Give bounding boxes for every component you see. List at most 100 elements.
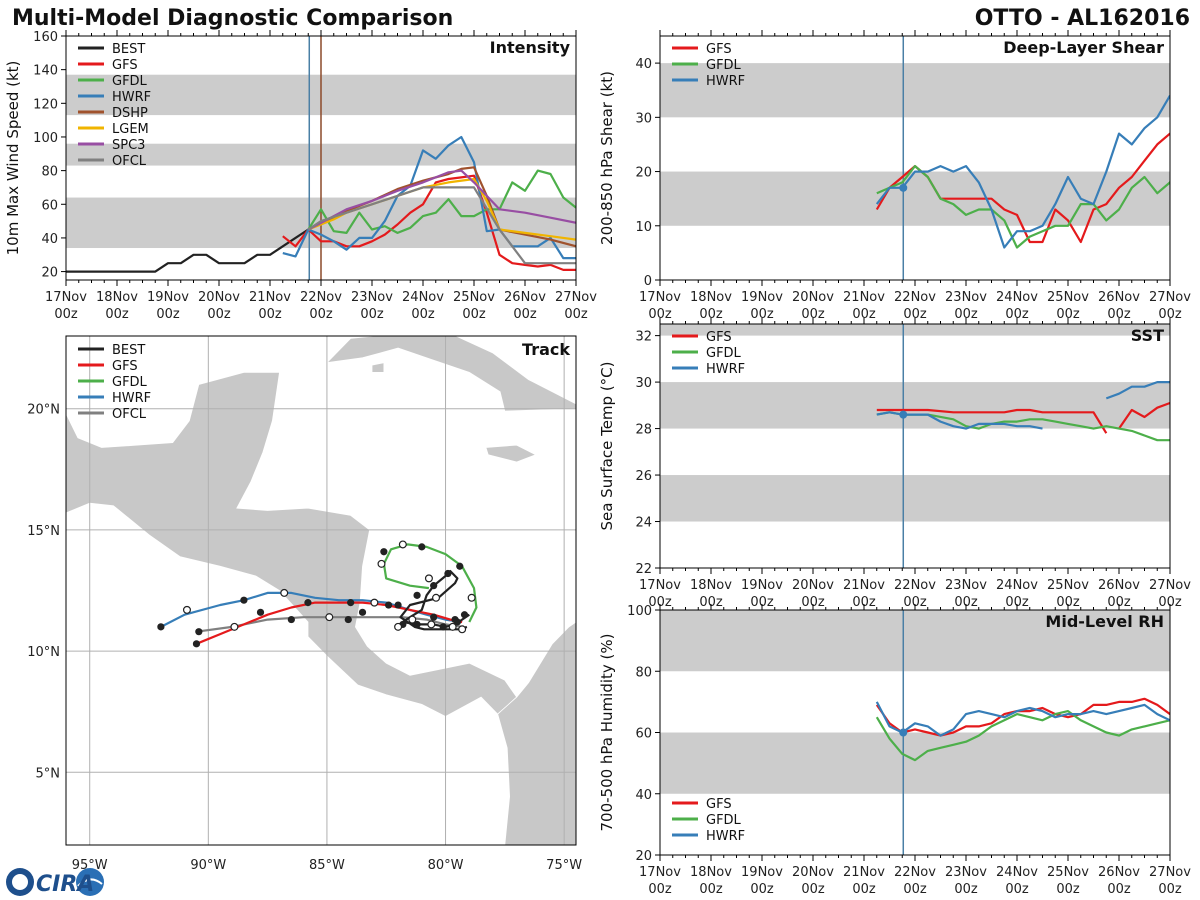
x-tick-label: 00z [699, 307, 723, 322]
x-tick-label: 23Nov [945, 578, 987, 593]
threshold-band [660, 610, 1170, 672]
x-tick-label: 26Nov [1098, 865, 1140, 880]
land-mass [325, 336, 576, 412]
track-marker-open [370, 598, 379, 607]
x-tick-label: 00z [648, 307, 672, 322]
series-line-gfs [875, 697, 1170, 737]
legend-label-hwrf: HWRF [706, 829, 745, 844]
rh-panel: 20 40 60 80 100 17Nov 00z 18Nov 00z 19Nov 00z 20Nov… [598, 604, 1191, 897]
track-marker-filled [240, 596, 248, 604]
lat-tick-label: 10°N [27, 645, 60, 660]
sst-panel: 22 24 26 28 30 32 17Nov 00z 18Nov 00z 19Nov 00z 20No… [598, 318, 1191, 610]
x-tick-label: 00z [258, 307, 282, 322]
legend-label-ofcl: OFCL [112, 407, 147, 422]
x-tick-label: 00z [1107, 307, 1131, 322]
x-tick-label: 00z [954, 307, 978, 322]
track-marker-filled [344, 615, 352, 624]
x-tick-label: 00z [750, 307, 774, 322]
x-tick-label: 22Nov [894, 865, 936, 880]
x-tick-label: 26Nov [504, 290, 546, 305]
series-line-gfs [1118, 401, 1170, 430]
track-marker-open [432, 593, 441, 602]
x-tick-label: 25Nov [453, 290, 495, 305]
x-tick-label: 00z [903, 595, 927, 610]
y-tick-label: 24 [635, 516, 652, 531]
track-marker-filled [304, 599, 312, 607]
x-tick-label: 27Nov [1149, 290, 1191, 305]
y-tick-label: 28 [635, 423, 652, 438]
x-tick-label: 22Nov [894, 578, 936, 593]
track-marker-filled [413, 591, 421, 599]
track-marker-filled [385, 601, 393, 609]
x-tick-label: 26Nov [1098, 578, 1140, 593]
lat-tick-label: 20°N [27, 403, 60, 418]
land-mass [66, 372, 518, 717]
panel-title: Track [522, 340, 570, 359]
track-marker-open [325, 613, 334, 622]
x-tick-label: 24Nov [996, 290, 1038, 305]
x-tick-label: 00z [1158, 882, 1182, 897]
x-tick-label: 24Nov [996, 865, 1038, 880]
track-marker-filled [430, 582, 438, 590]
track-marker-filled [394, 601, 402, 609]
x-tick-label: 26Nov [1098, 290, 1140, 305]
x-tick-label: 00z [648, 882, 672, 897]
x-tick-label: 17Nov [639, 865, 681, 880]
x-tick-label: 25Nov [1047, 290, 1089, 305]
y-tick-label: 40 [635, 57, 652, 72]
track-marker-filled [456, 562, 464, 570]
track-line-gfdl [382, 543, 478, 623]
x-tick-label: 00z [54, 307, 78, 322]
legend-label-spc3: SPC3 [112, 138, 145, 153]
y-axis-label: 700-500 hPa Humidity (%) [598, 633, 616, 831]
x-tick-label: 00z [1005, 307, 1029, 322]
track-marker-open [427, 620, 436, 629]
x-tick-label: 00z [801, 882, 825, 897]
y-tick-label: 160 [33, 30, 58, 45]
series-line-best [66, 228, 309, 273]
x-tick-label: 00z [801, 595, 825, 610]
legend-label-gfs: GFS [112, 359, 138, 374]
x-tick-label: 00z [750, 882, 774, 897]
x-tick-label: 17Nov [639, 290, 681, 305]
x-tick-label: 00z [1107, 595, 1131, 610]
x-tick-label: 00z [648, 595, 672, 610]
x-tick-label: 00z [1056, 307, 1080, 322]
track-marker-open [424, 574, 433, 583]
series-line-hwrf [1105, 381, 1170, 400]
x-tick-label: 21Nov [843, 290, 885, 305]
legend-label-dshp: DSHP [112, 106, 148, 121]
lon-tick-label: 85°W [309, 858, 345, 873]
series-line-hwrf [282, 135, 576, 260]
panel-title: Intensity [490, 38, 571, 57]
x-tick-label: 00z [954, 595, 978, 610]
track-marker-filled [380, 548, 388, 556]
x-tick-label: 18Nov [690, 290, 732, 305]
x-tick-label: 00z [801, 307, 825, 322]
x-tick-label: 25Nov [1047, 865, 1089, 880]
track-marker-open [182, 605, 191, 614]
x-tick-label: 19Nov [147, 290, 189, 305]
threshold-band [660, 171, 1170, 226]
legend-label-best: BEST [112, 42, 145, 57]
legend-label-gfs: GFS [706, 330, 732, 345]
lon-tick-label: 95°W [72, 858, 108, 873]
y-tick-label: 20 [635, 849, 652, 864]
threshold-band [660, 732, 1170, 794]
x-tick-label: 00z [1056, 882, 1080, 897]
x-tick-label: 27Nov [555, 290, 597, 305]
legend-label-ofcl: OFCL [112, 154, 147, 169]
track-marker-filled [192, 640, 201, 648]
legend-label-gfs: GFS [112, 58, 138, 73]
legend-label-gfs: GFS [706, 797, 732, 812]
y-tick-label: 20 [635, 166, 652, 181]
x-tick-label: 00z [105, 307, 129, 322]
y-tick-label: 22 [635, 562, 652, 577]
legend-label-hwrf: HWRF [112, 391, 151, 406]
x-tick-label: 19Nov [741, 865, 783, 880]
legend-label-gfdl: GFDL [112, 375, 148, 390]
y-tick-label: 30 [635, 111, 652, 126]
x-tick-label: 24Nov [402, 290, 444, 305]
x-tick-label: 00z [513, 307, 537, 322]
x-tick-label: 00z [852, 595, 876, 610]
